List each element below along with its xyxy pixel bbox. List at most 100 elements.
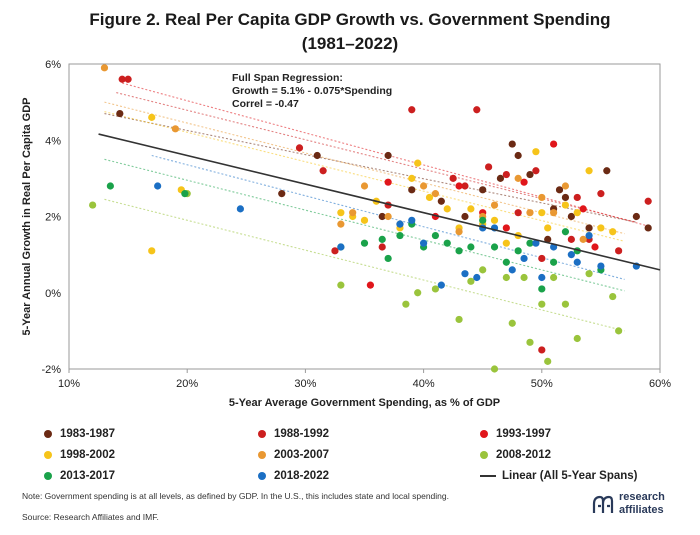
point-2018-2022 <box>597 262 605 270</box>
point-2008-2012 <box>520 273 528 282</box>
point-1983-1987 <box>278 190 286 198</box>
point-2003-2007 <box>431 190 440 198</box>
x-tick-label: 60% <box>649 378 671 390</box>
footnote: Note: Government spending is at all leve… <box>22 491 449 501</box>
point-1988-1992 <box>615 247 623 255</box>
regression-annotation: Full Span Regression: <box>232 72 343 84</box>
point-2013-2017 <box>514 247 522 255</box>
point-1998-2002 <box>425 193 434 202</box>
point-1988-1992 <box>331 247 339 255</box>
point-2018-2022 <box>236 205 244 213</box>
point-1998-2002 <box>597 224 605 232</box>
point-1988-1992 <box>538 254 546 263</box>
point-1988-1992 <box>532 167 540 175</box>
point-2018-2022 <box>420 239 428 247</box>
x-tick-label: 30% <box>294 378 316 390</box>
point-1988-1992 <box>118 75 126 83</box>
point-2003-2007 <box>349 209 357 217</box>
trendline-1983-1987 <box>104 113 637 223</box>
point-1988-1992 <box>538 346 546 354</box>
point-2013-2017 <box>561 228 570 236</box>
point-1998-2002 <box>609 228 617 236</box>
logo-mark-icon <box>592 495 614 513</box>
point-2013-2017 <box>384 254 392 263</box>
point-1998-2002 <box>532 148 540 156</box>
point-1983-1987 <box>644 224 652 232</box>
point-1998-2002 <box>337 209 345 217</box>
y-tick-label: 0% <box>45 288 61 300</box>
point-1988-1992 <box>449 174 457 182</box>
point-2013-2017 <box>443 239 451 247</box>
chart-title-line-2: (1981–2022) <box>301 34 399 53</box>
point-1988-1992 <box>124 75 132 83</box>
trendline-2008-2012 <box>104 198 625 332</box>
point-1998-2002 <box>360 216 369 224</box>
y-tick-label: 6% <box>45 59 61 71</box>
point-2018-2022 <box>532 239 540 247</box>
point-2003-2007 <box>100 64 109 72</box>
y-tick-label: 4% <box>45 135 61 147</box>
point-2013-2017 <box>490 243 499 251</box>
point-1988-1992 <box>502 170 510 179</box>
legend-marker <box>480 429 488 438</box>
point-2018-2022 <box>585 231 593 240</box>
point-1988-1992 <box>597 190 605 198</box>
point-1983-1987 <box>514 151 522 160</box>
point-1983-1987 <box>526 170 534 179</box>
point-2008-2012 <box>538 300 546 308</box>
point-1988-1992 <box>644 197 652 205</box>
point-2013-2017 <box>502 258 510 266</box>
point-2003-2007 <box>538 193 546 202</box>
point-1983-1987 <box>508 140 516 148</box>
point-2018-2022 <box>567 251 575 259</box>
y-tick-label: 2% <box>45 212 61 224</box>
point-2018-2022 <box>408 216 416 224</box>
legend-label: 2008-2012 <box>496 449 551 461</box>
point-2003-2007 <box>561 182 570 190</box>
point-1988-1992 <box>378 243 386 251</box>
legend-label: 2003-2007 <box>274 449 329 461</box>
x-tick-label: 50% <box>531 378 553 390</box>
legend-marker <box>258 471 266 480</box>
logo-text-line-2: affiliates <box>619 504 664 516</box>
point-1998-2002 <box>502 239 510 247</box>
point-1998-2002 <box>585 167 593 175</box>
point-1998-2002 <box>561 201 570 209</box>
point-2008-2012 <box>479 266 487 274</box>
point-2013-2017 <box>526 239 534 247</box>
point-1998-2002 <box>443 205 451 213</box>
regression-line <box>98 133 661 271</box>
x-axis-label: 5-Year Average Government Spending, as %… <box>229 397 500 409</box>
point-1983-1987 <box>116 109 124 118</box>
point-1983-1987 <box>632 212 640 221</box>
point-2013-2017 <box>538 285 546 293</box>
point-2013-2017 <box>360 239 369 247</box>
point-1983-1987 <box>384 151 392 160</box>
point-2013-2017 <box>431 231 440 240</box>
point-2018-2022 <box>154 182 162 190</box>
chart-title-line-1: Figure 2. Real Per Capita GDP Growth vs.… <box>89 10 611 29</box>
point-2008-2012 <box>561 300 570 308</box>
legend-marker <box>44 471 52 480</box>
point-2018-2022 <box>337 243 345 251</box>
legend-label: 1998-2002 <box>60 449 115 461</box>
point-2018-2022 <box>508 266 516 274</box>
point-2008-2012 <box>414 289 422 297</box>
trendline-2013-2017 <box>104 158 625 292</box>
point-1983-1987 <box>555 186 564 194</box>
point-1988-1992 <box>319 167 327 175</box>
point-1998-2002 <box>538 209 546 217</box>
regression-annotation: Growth = 5.1% - 0.075*Spending <box>232 85 392 97</box>
point-2013-2017 <box>455 247 463 255</box>
point-2008-2012 <box>402 300 410 308</box>
point-1983-1987 <box>479 186 487 194</box>
point-1993-1997 <box>591 243 599 251</box>
x-tick-label: 10% <box>58 378 80 390</box>
legend-label: 2018-2022 <box>274 470 329 482</box>
point-1983-1987 <box>378 212 386 221</box>
y-axis-label: 5-Year Annual Growth in Real Per Capita … <box>21 98 33 336</box>
plot-frame <box>68 63 661 370</box>
point-1983-1987 <box>561 193 570 202</box>
point-1988-1992 <box>461 182 469 190</box>
point-1993-1997 <box>520 178 528 186</box>
